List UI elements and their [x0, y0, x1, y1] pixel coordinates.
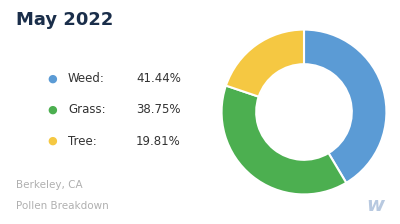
Text: May 2022: May 2022: [16, 11, 113, 29]
Text: Pollen Breakdown: Pollen Breakdown: [16, 200, 109, 211]
Text: ●: ●: [47, 136, 57, 146]
Text: 19.81%: 19.81%: [136, 135, 181, 148]
Text: 38.75%: 38.75%: [136, 103, 180, 116]
Text: ●: ●: [47, 73, 57, 83]
Text: Weed:: Weed:: [68, 72, 105, 85]
Text: Tree:: Tree:: [68, 135, 97, 148]
Wedge shape: [226, 30, 304, 97]
Text: ●: ●: [47, 105, 57, 115]
Wedge shape: [222, 86, 346, 194]
Wedge shape: [304, 30, 386, 183]
Text: 41.44%: 41.44%: [136, 72, 181, 85]
Text: Berkeley, CA: Berkeley, CA: [16, 180, 83, 190]
Text: Grass:: Grass:: [68, 103, 106, 116]
Text: w: w: [366, 196, 384, 215]
